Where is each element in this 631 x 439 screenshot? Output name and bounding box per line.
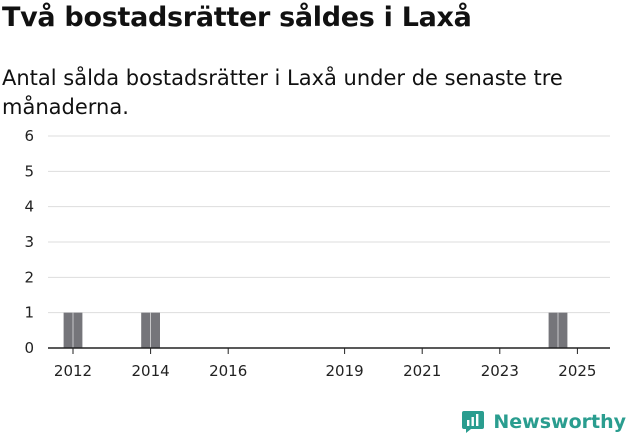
bar [150, 312, 160, 348]
y-tick-label: 5 [24, 162, 34, 180]
x-tick-label: 2016 [209, 362, 247, 380]
x-tick-label: 2019 [326, 362, 364, 380]
y-tick-label: 3 [24, 233, 34, 251]
chart-subtitle: Antal sålda bostadsrätter i Laxå under d… [2, 66, 563, 119]
x-tick-label: 2012 [54, 362, 92, 380]
bar [141, 312, 151, 348]
x-tick-label: 2021 [403, 362, 441, 380]
chart-title: Två bostadsrätter såldes i Laxå [2, 2, 472, 33]
newsworthy-icon [462, 411, 485, 433]
x-tick-label: 2014 [132, 362, 170, 380]
y-tick-label: 2 [24, 268, 34, 286]
y-tick-label: 0 [24, 339, 34, 357]
bar [63, 312, 73, 348]
bar [73, 312, 83, 348]
bar [558, 312, 568, 348]
y-tick-label: 1 [24, 304, 34, 322]
x-tick-label: 2023 [481, 362, 519, 380]
x-tick-label: 2025 [558, 362, 596, 380]
y-tick-label: 4 [24, 198, 34, 216]
bar [548, 312, 558, 348]
brand-name: Newsworthy [493, 411, 626, 433]
brand-logo: Newsworthy [461, 409, 626, 435]
y-tick-label: 6 [24, 127, 34, 145]
